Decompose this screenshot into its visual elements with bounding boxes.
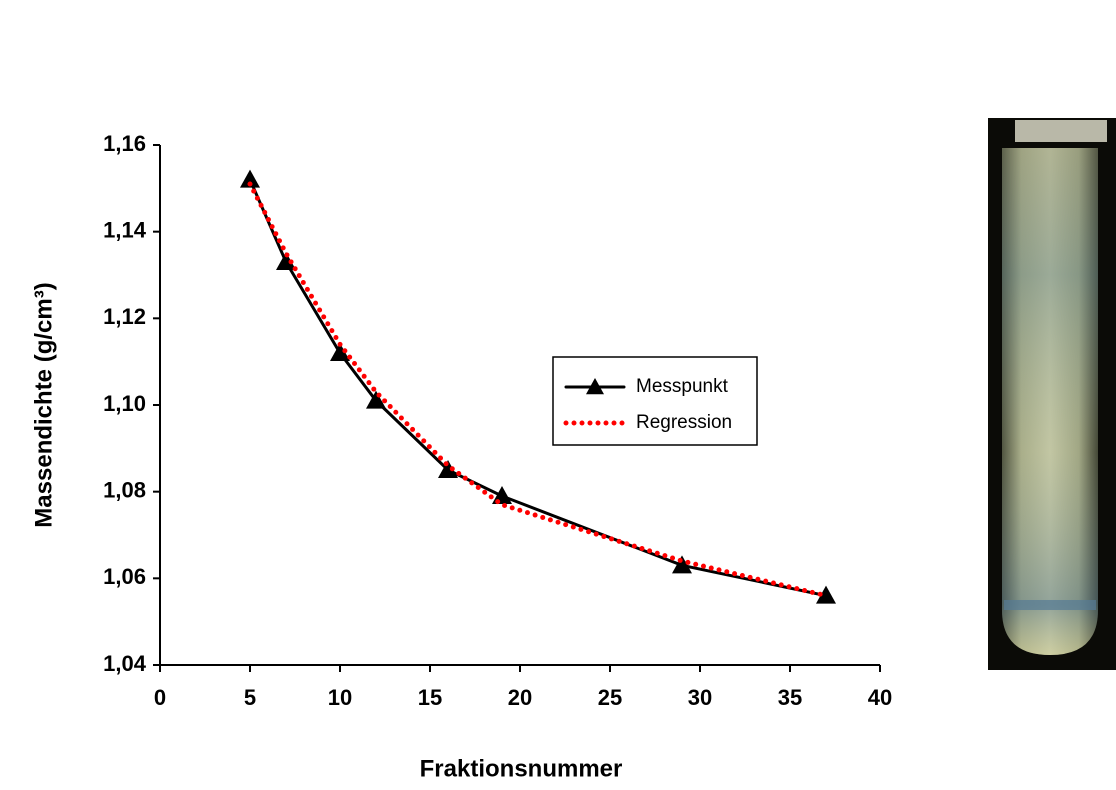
x-tick-label: 20 xyxy=(508,685,532,710)
marker xyxy=(492,486,512,504)
x-tick-label: 35 xyxy=(778,685,802,710)
y-tick-label: 1,14 xyxy=(103,217,147,242)
y-tick-label: 1,10 xyxy=(103,391,146,416)
marker xyxy=(330,343,350,361)
x-tick-label: 25 xyxy=(598,685,622,710)
series-line xyxy=(247,181,829,599)
marker xyxy=(366,390,386,409)
x-tick-label: 40 xyxy=(868,685,892,710)
marker xyxy=(438,460,458,478)
x-tick-label: 5 xyxy=(244,685,256,710)
y-tick-label: 1,06 xyxy=(103,564,146,589)
x-tick-label: 30 xyxy=(688,685,712,710)
legend-box xyxy=(552,356,758,446)
x-tick-label: 15 xyxy=(418,685,442,710)
tube-photo xyxy=(988,118,1116,670)
x-tick-label: 0 xyxy=(154,685,166,710)
y-tick-label: 1,08 xyxy=(103,477,146,502)
marker xyxy=(240,169,260,188)
legend-marker xyxy=(586,378,604,395)
series-line xyxy=(248,178,828,598)
y-tick-label: 1,04 xyxy=(103,651,147,676)
marker xyxy=(672,555,692,574)
y-tick-label: 1,12 xyxy=(103,304,146,329)
x-axis-title: Fraktionsnummer xyxy=(420,755,623,782)
y-tick-label: 1,16 xyxy=(103,131,146,156)
legend-label: Messpunkt xyxy=(636,376,729,397)
legend-label: Regression xyxy=(636,412,732,433)
legend: Messpunkt Regression xyxy=(552,356,758,446)
marker xyxy=(276,252,296,270)
y-axis-title: Massendichte (g/cm³) xyxy=(30,282,57,527)
x-tick-label: 10 xyxy=(328,685,352,710)
marker xyxy=(816,585,836,604)
